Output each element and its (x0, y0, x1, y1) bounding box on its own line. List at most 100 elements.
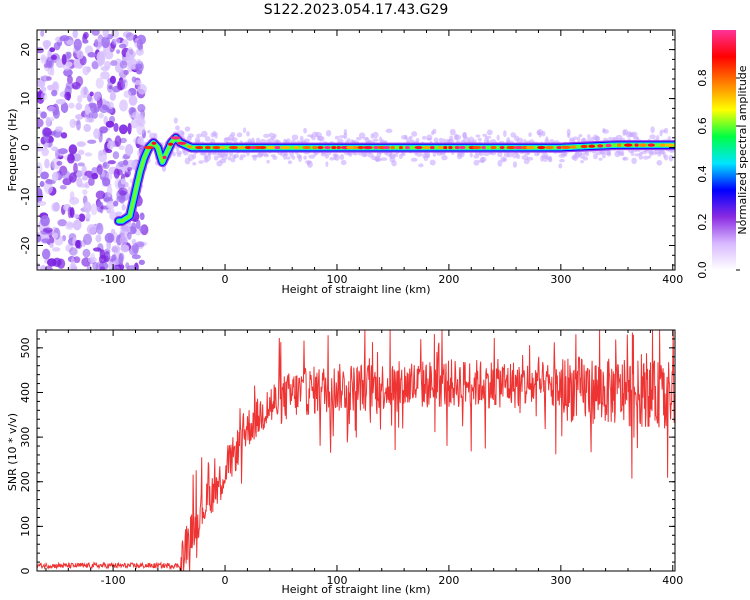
halo-blob (246, 131, 250, 137)
halo-blob (227, 156, 232, 161)
halo-blob (473, 159, 480, 166)
noise-blob (84, 152, 93, 157)
ridge-peak (312, 145, 318, 150)
noise-blob (112, 151, 120, 160)
halo-blob (594, 136, 601, 141)
noise-blob (37, 47, 45, 54)
halo-blob (385, 128, 393, 133)
halo-blob (298, 154, 302, 159)
ridge-peak (624, 143, 633, 147)
ridge-peak (545, 145, 554, 150)
noise-blob (87, 52, 97, 58)
noise-blob (99, 266, 106, 270)
ridge-peak (357, 145, 364, 150)
noise-blob (113, 37, 121, 45)
noise-blob (105, 120, 115, 128)
noise-blob (135, 241, 145, 248)
noise-blob (73, 213, 80, 219)
halo-blob (655, 134, 660, 142)
noise-blob (55, 98, 66, 105)
noise-blob (40, 75, 50, 82)
noise-blob (52, 108, 60, 119)
halo-blob (638, 155, 644, 160)
noise-blob (127, 122, 132, 135)
halo-blob (175, 125, 180, 131)
halo-blob (447, 138, 455, 144)
halo-blob (214, 132, 218, 139)
ridge-peak (448, 145, 453, 150)
noise-blob (37, 118, 44, 128)
halo-blob (572, 136, 578, 141)
noise-blob (59, 35, 70, 42)
halo-blob (233, 153, 240, 159)
noise-blob (44, 158, 50, 169)
halo-blob (545, 136, 549, 142)
noise-blob (65, 221, 74, 231)
snr-frame (36, 329, 676, 572)
ridge-peak (373, 145, 379, 150)
halo-blob (180, 131, 185, 137)
halo-blob (516, 137, 524, 144)
noise-blob (107, 160, 116, 165)
noise-blob (88, 176, 95, 187)
halo-blob (230, 132, 236, 137)
halo-blob (308, 154, 316, 159)
ridge-peak (437, 145, 444, 150)
noise-blob (122, 159, 129, 166)
noise-blob (128, 95, 138, 106)
halo-blob (334, 135, 340, 140)
noise-blob (69, 247, 78, 256)
ridge-peak (176, 141, 187, 145)
halo-blob (482, 133, 488, 137)
ridge-peak (429, 145, 435, 150)
halo-blob (236, 132, 243, 138)
snr-x-tick-label: 100 (326, 574, 347, 587)
halo-blob (426, 134, 433, 141)
halo-blob (340, 159, 347, 166)
halo-blob (608, 136, 614, 141)
noise-blob (41, 248, 51, 260)
ridge-peak (151, 141, 157, 145)
noise-blob (80, 86, 89, 99)
halo-blob (172, 151, 176, 157)
noise-blob (116, 49, 121, 54)
noise-blob (40, 215, 50, 227)
noise-blob (131, 254, 141, 260)
noise-blob (84, 111, 89, 123)
ridge-peak (244, 145, 252, 150)
noise-blob (93, 106, 100, 113)
halo-blob (497, 151, 503, 158)
ridge-peak (259, 145, 267, 150)
halo-blob (402, 152, 406, 156)
halo-blob (334, 154, 340, 161)
noise-blob (72, 30, 78, 39)
ridge-peak (422, 145, 431, 150)
noise-blob (119, 60, 128, 69)
noise-blob (75, 102, 83, 111)
halo-blob (198, 160, 204, 164)
noise-blob (39, 265, 47, 270)
ridge-peak (362, 145, 373, 150)
noise-blob (95, 190, 106, 200)
halo-blob (176, 150, 183, 155)
noise-blob (40, 91, 48, 101)
noise-blob (109, 75, 116, 85)
noise-blob (69, 172, 77, 183)
colorbar-tick-label: 0.0 (696, 261, 709, 279)
noise-blob (124, 144, 134, 156)
halo-blob (268, 132, 275, 138)
noise-blob (111, 245, 121, 253)
noise-blob (91, 30, 100, 36)
noise-blob (76, 50, 84, 60)
noise-blob (97, 163, 103, 176)
halo-blob (347, 138, 351, 143)
noise-blob (60, 170, 71, 179)
halo-blob (623, 156, 629, 161)
noise-blob (53, 232, 58, 239)
noise-blob (131, 76, 137, 83)
noise-blob (136, 39, 143, 50)
noise-blob (137, 136, 144, 145)
halo-blob (223, 151, 229, 157)
noise-blob (119, 235, 128, 246)
noise-blob (135, 63, 143, 70)
